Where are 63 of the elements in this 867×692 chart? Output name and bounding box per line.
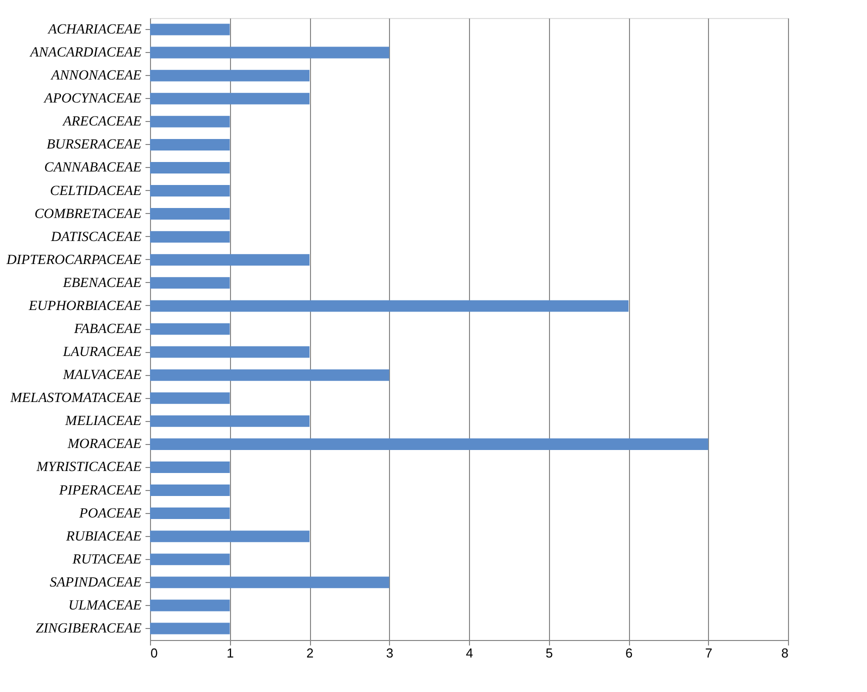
y-tick-label: CANNABACEAE <box>44 160 142 176</box>
y-tick-label: ANACARDIACEAE <box>29 46 142 61</box>
bar <box>150 24 230 36</box>
bar <box>150 484 230 496</box>
bar <box>150 46 390 58</box>
bar <box>150 116 230 128</box>
y-tick-label: MALVACEAE <box>62 368 142 384</box>
bar <box>150 392 230 404</box>
bar <box>150 622 230 634</box>
y-tick-label: EUPHORBIACEAE <box>28 298 142 314</box>
bar <box>150 508 230 520</box>
y-tick-label: CELTIDACEAE <box>50 184 142 199</box>
bar <box>150 438 708 450</box>
y-tick-label: ARECACEAE <box>62 114 142 130</box>
y-tick-label: DIPTEROCARPACEAE <box>5 252 142 268</box>
y-tick-label: SAPINDACEAE <box>50 575 142 590</box>
bar <box>150 70 310 82</box>
bar <box>150 92 310 104</box>
y-tick-label: MORACEAE <box>66 437 142 452</box>
y-tick-label: LAURACEAE <box>62 345 142 360</box>
bar <box>150 600 230 612</box>
bar <box>150 415 310 427</box>
y-tick-label: ULMACEAE <box>68 598 142 614</box>
x-tick-label: 4 <box>466 646 474 660</box>
y-tick-label: PIPERACEAE <box>58 483 142 498</box>
y-tick-label: FABACEAE <box>73 322 142 337</box>
bar <box>150 208 230 220</box>
y-tick-label: MELIACEAE <box>64 414 142 430</box>
y-tick-label: ZINGIBERACEAE <box>36 621 142 636</box>
x-tick-label: 6 <box>625 646 633 660</box>
bar <box>150 231 230 243</box>
x-tick-label: 0 <box>150 646 158 660</box>
bar <box>150 576 390 588</box>
x-tick-label: 5 <box>546 646 553 660</box>
y-tick-label: MYRISTICACEAE <box>36 460 142 476</box>
x-tick-label: 7 <box>705 646 712 660</box>
bar <box>150 346 310 358</box>
bar <box>150 185 230 197</box>
bar <box>150 554 230 566</box>
y-tick-label: ACHARIACEAE <box>47 22 142 38</box>
y-tick-label: MELASTOMATACEAE <box>9 391 142 406</box>
bar <box>150 277 230 289</box>
bar <box>150 162 230 174</box>
bar <box>150 300 628 312</box>
y-tick-label: POACEAE <box>78 506 142 522</box>
y-tick-label: EBENACEAE <box>62 276 142 291</box>
x-tick-label: 3 <box>386 646 394 660</box>
bar <box>150 138 230 150</box>
y-tick-label: RUBIACEAE <box>65 529 142 544</box>
bar <box>150 461 230 473</box>
bar <box>150 530 310 542</box>
bar <box>150 254 310 266</box>
x-tick-label: 1 <box>226 646 234 660</box>
y-tick-label: BURSERACEAE <box>46 138 142 153</box>
y-tick-label: RUTACEAE <box>72 552 142 568</box>
x-tick-label: 2 <box>306 646 314 660</box>
bar <box>150 323 230 335</box>
y-tick-label: APOCYNACEAE <box>43 92 142 107</box>
x-tick-label: 8 <box>781 646 788 660</box>
y-tick-label: COMBRETACEAE <box>34 206 142 222</box>
y-tick-label: DATISCACEAE <box>50 230 142 245</box>
y-tick-label: ANNONACEAE <box>50 68 142 84</box>
bar <box>150 369 390 381</box>
